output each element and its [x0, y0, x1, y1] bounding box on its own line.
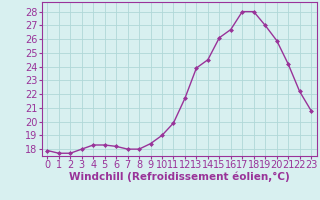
- X-axis label: Windchill (Refroidissement éolien,°C): Windchill (Refroidissement éolien,°C): [69, 172, 290, 182]
